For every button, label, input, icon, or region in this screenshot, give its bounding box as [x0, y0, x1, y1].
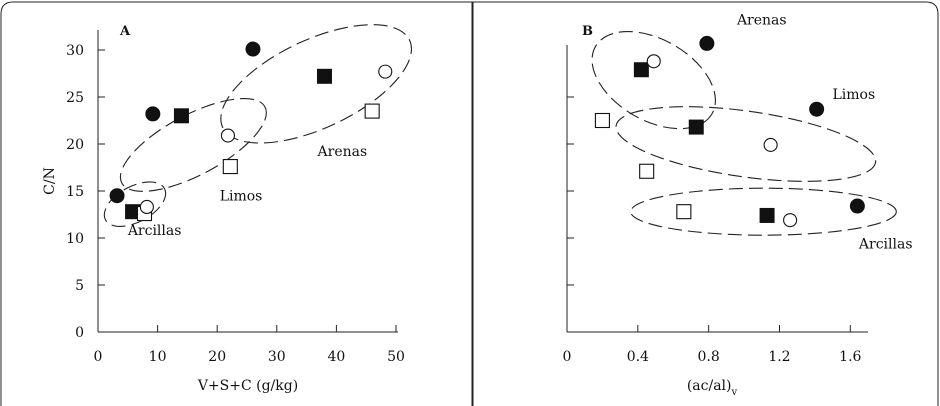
panel-b-point-open-square [676, 204, 692, 220]
panel-b-point-filled-circle [809, 101, 825, 117]
panel-b-group-ellipse-arcillas [630, 187, 897, 236]
panel-b-x-tick-label: 0.8 [698, 349, 720, 365]
panel-a-groups: Arcillas Limos Arenas [103, 24, 412, 239]
panel-a-points [109, 41, 393, 222]
panel-a-x-tick-label: 30 [268, 349, 286, 365]
panel-a-point-filled-circle [145, 106, 161, 122]
panel-b-x-tick-label: 1.2 [768, 349, 790, 365]
panel-b-point-filled-square [688, 119, 704, 135]
panel-a-y-tick-label: 5 [75, 278, 84, 294]
panel-b-point-filled-circle [699, 35, 715, 51]
panel-b-x-axis-title: (ac/al)v [687, 378, 738, 398]
panel-b-point-open-circle [646, 54, 661, 69]
panel-a-y-tick-label: 30 [66, 43, 84, 59]
panel-b: B 0 0.4 0.8 1.2 1.6 (ac/al)v Arenas Limos Arci… [563, 13, 913, 398]
panel-a-y-axis-title: C/N [42, 167, 58, 195]
panel-a-x-tick-label: 0 [94, 349, 103, 365]
panel-a-y-tick-label: 15 [66, 184, 84, 200]
panel-b-x-axis-title-main: (ac/al) [687, 378, 732, 394]
panel-a: A 0 5 10 15 20 25 30 0 10 20 30 40 50 C/N V+S+C (g/k… [42, 24, 412, 394]
panel-b-x-tick-label: 1.6 [839, 349, 861, 365]
panel-a-group-label-limos: Limos [220, 188, 263, 204]
panel-a-point-filled-circle [109, 188, 125, 204]
panel-b-point-filled-circle [849, 198, 865, 214]
panel-a-group-ellipse-arenas [220, 24, 412, 144]
panel-b-group-ellipse-limos [615, 106, 877, 182]
panel-a-x-tick-label: 50 [387, 349, 405, 365]
panel-b-groups: Arenas Limos Arcillas [591, 13, 913, 252]
panel-b-point-open-square [639, 163, 655, 179]
panel-a-group-ellipse-limos [119, 97, 267, 192]
panel-b-letter: B [582, 24, 593, 39]
panel-a-x-tick-label: 20 [208, 349, 226, 365]
panel-a-y-tick-label: 20 [66, 137, 84, 153]
panel-a-y-tick-label: 0 [75, 325, 84, 341]
panel-a-x-tick-label: 40 [327, 349, 345, 365]
panel-b-point-open-circle [763, 137, 778, 152]
panel-b-x-axis-title-subscript: v [731, 387, 738, 398]
panel-a-point-open-square [364, 103, 380, 119]
panel-a-point-filled-square [316, 68, 332, 84]
panel-a-x-tick-label: 10 [149, 349, 167, 365]
panel-b-group-label-arenas: Arenas [736, 13, 787, 29]
panel-a-point-filled-circle [245, 41, 261, 57]
panel-a-group-label-arcillas: Arcillas [127, 223, 182, 239]
panel-a-ticks: 0 5 10 15 20 25 30 0 10 20 30 40 50 [66, 43, 405, 365]
panel-a-y-tick-label: 25 [66, 90, 84, 106]
panel-b-point-open-circle [783, 213, 798, 228]
panel-b-x-tick-label: 0 [563, 349, 572, 365]
panel-b-ticks: 0 0.4 0.8 1.2 1.6 [563, 96, 862, 365]
panel-a-point-open-circle [220, 128, 235, 143]
panel-b-points [594, 35, 865, 228]
panel-a-point-open-circle [378, 64, 393, 79]
panel-b-point-filled-square [633, 62, 649, 78]
panel-a-point-open-circle [139, 199, 154, 215]
panel-a-group-label-arenas: Arenas [317, 144, 368, 160]
panel-b-point-filled-square [759, 207, 775, 223]
panel-a-y-tick-label: 10 [66, 231, 84, 247]
panel-b-point-open-square [594, 112, 610, 129]
panel-a-point-filled-square [173, 108, 189, 124]
panel-b-group-ellipse-arenas [591, 30, 716, 130]
panel-a-x-axis-title: V+S+C (g/kg) [197, 378, 298, 394]
panel-b-x-tick-label: 0.4 [627, 349, 649, 365]
panel-a-frame [0, 1, 473, 406]
panel-b-group-label-arcillas: Arcillas [858, 236, 913, 252]
panel-b-frame [472, 1, 939, 406]
panel-a-point-open-square [222, 159, 238, 175]
panel-b-group-label-limos: Limos [832, 87, 875, 103]
panel-a-letter: A [119, 24, 131, 39]
